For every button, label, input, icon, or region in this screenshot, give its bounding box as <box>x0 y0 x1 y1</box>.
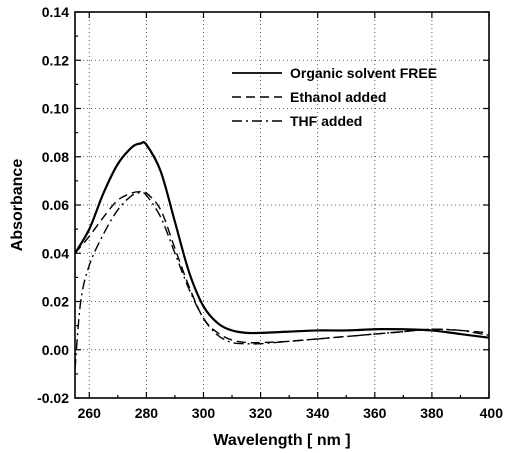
legend-label-thf-added: THF added <box>290 113 362 129</box>
series-line-organic-solvent-free <box>75 141 489 339</box>
x-tick-label: 300 <box>192 405 216 421</box>
y-tick-label: 0.14 <box>42 4 69 20</box>
x-tick-label: 280 <box>135 405 159 421</box>
y-tick-label: 0.08 <box>42 149 69 165</box>
grid <box>75 12 489 398</box>
series-line-ethanol-added <box>75 190 489 344</box>
legend-label-ethanol-added: Ethanol added <box>290 89 386 105</box>
x-axis-title: Wavelength [ nm ] <box>213 432 350 449</box>
x-tick-label: 340 <box>306 405 330 421</box>
y-axis-title: Absorbance <box>9 159 26 252</box>
y-tick-label: 0.12 <box>42 52 69 68</box>
series-lines <box>75 141 489 370</box>
axis-ticks <box>75 11 490 399</box>
x-tick-label: 260 <box>78 405 102 421</box>
x-tick-label: 320 <box>249 405 273 421</box>
tick-labels: 260 280 300 320 340 360 380 400 -0.02 0.00 0.02 0.0… <box>37 4 503 421</box>
legend-label-organic-solvent-free: Organic solvent FREE <box>290 65 437 81</box>
x-tick-label: 360 <box>363 405 387 421</box>
series-line-thf-added <box>75 191 489 370</box>
y-tick-label: 0.06 <box>42 197 69 213</box>
x-tick-label: 380 <box>420 405 444 421</box>
legend: Organic solvent FREE Ethanol added THF add… <box>232 65 437 129</box>
y-tick-label: 0.10 <box>42 101 69 117</box>
y-tick-label: 0.04 <box>42 245 69 261</box>
x-tick-label: 400 <box>480 405 504 421</box>
y-tick-label: 0.00 <box>42 342 69 358</box>
y-tick-label: -0.02 <box>37 390 69 406</box>
y-tick-label: 0.02 <box>42 294 69 310</box>
